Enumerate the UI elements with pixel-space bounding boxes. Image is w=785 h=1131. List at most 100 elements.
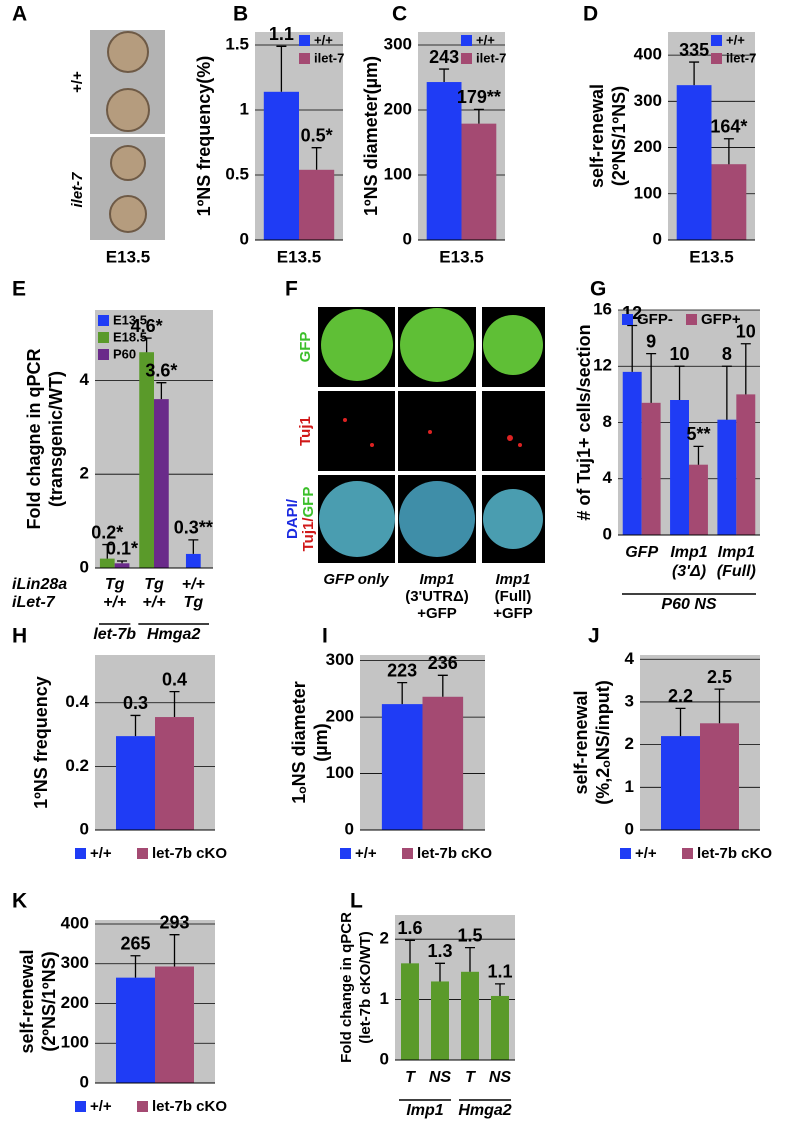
dot — [428, 430, 432, 434]
error-bar — [130, 714, 141, 737]
bar — [426, 82, 462, 240]
sphere — [399, 481, 475, 557]
value-label: 223 — [387, 660, 417, 680]
group-label: Hmga2 — [147, 626, 200, 643]
dot — [343, 418, 347, 422]
value-label: 1.6 — [397, 918, 422, 938]
legend-swatch — [402, 848, 413, 859]
y-tick-label: 0.2 — [65, 756, 89, 775]
error-bar — [495, 983, 505, 996]
legend-label: let-7b cKO — [152, 1098, 227, 1115]
value-label: 0.1* — [106, 539, 138, 559]
x-tick-label: T — [405, 1069, 416, 1086]
y-axis-label: self-renewal — [571, 690, 591, 794]
error-bar — [102, 543, 113, 559]
row-label: ilet-7 — [69, 172, 86, 208]
x-tick-label: (3'Δ) — [672, 563, 706, 580]
row-label: Tuj1/GFP — [300, 487, 317, 552]
value-label: 0.4 — [162, 669, 187, 689]
bar — [736, 394, 756, 535]
bar — [116, 736, 155, 830]
bar — [676, 85, 712, 241]
bar — [155, 966, 194, 1083]
legend-swatch — [340, 848, 351, 859]
error-bar — [397, 682, 408, 705]
bar — [689, 464, 708, 535]
legend-swatch — [682, 848, 693, 859]
error-bar — [473, 108, 484, 124]
error-bar — [405, 939, 415, 964]
x-tick-label: GFP — [625, 544, 658, 561]
row-value: +/+ — [182, 576, 205, 593]
error-bar — [276, 45, 287, 92]
legend-label: +/+ — [635, 845, 657, 862]
legend-label: GFP+ — [701, 311, 741, 328]
value-label: 0.2* — [91, 522, 123, 542]
value-label: 0.5* — [301, 125, 333, 145]
y-tick-label: 200 — [634, 137, 662, 156]
x-tick-label: NS — [489, 1069, 512, 1086]
panel-letter: C — [392, 3, 407, 26]
value-label: 2.5 — [707, 667, 732, 687]
legend-label: E13.5 — [113, 312, 147, 327]
y-tick-label: 100 — [634, 183, 662, 202]
legend-swatch — [461, 35, 472, 46]
neurosphere — [106, 88, 150, 132]
legend-swatch — [620, 848, 631, 859]
panel-f-images: GFP Tuj1 DAPI/ Tuj1/GFP — [284, 307, 545, 563]
value-label: 1.1 — [269, 24, 294, 44]
legend-label: E18.5 — [113, 329, 147, 344]
y-tick-label: 0 — [653, 229, 662, 248]
bar — [139, 352, 154, 568]
bar — [431, 981, 449, 1060]
bar — [661, 736, 700, 830]
error-bar — [169, 934, 180, 967]
bar — [622, 371, 642, 535]
panel-letter: K — [12, 890, 27, 913]
bar — [711, 164, 747, 240]
bar — [114, 563, 130, 568]
legend-label: +/+ — [726, 32, 745, 47]
group-label: Imp1 — [406, 1102, 443, 1119]
legend-label: let-7b cKO — [417, 845, 492, 862]
error-bar — [723, 138, 734, 165]
y-tick-label: 2 — [625, 734, 634, 753]
bar — [401, 963, 419, 1060]
row-value: Tg — [184, 594, 204, 611]
image — [398, 391, 476, 471]
bar — [381, 704, 423, 830]
legend-swatch — [137, 1101, 148, 1112]
value-label: 5** — [686, 424, 710, 444]
y-tick-label: 12 — [593, 356, 612, 375]
y-axis-label: self-renewal — [587, 84, 607, 188]
panel-letter: E — [12, 278, 26, 301]
bar — [670, 400, 689, 535]
bar — [299, 169, 335, 240]
y-tick-label: 0 — [80, 557, 89, 576]
image — [318, 391, 395, 471]
legend-label: +/+ — [476, 32, 495, 47]
legend-swatch — [137, 848, 148, 859]
column-label: (3'UTRΔ) — [405, 588, 469, 605]
bar — [116, 977, 155, 1083]
legend-swatch — [299, 35, 310, 46]
value-label: 243 — [429, 47, 459, 67]
legend-swatch — [75, 1101, 86, 1112]
y-tick-label: 300 — [326, 650, 354, 669]
error-bar — [693, 445, 704, 465]
legend-label: +/+ — [355, 845, 377, 862]
bar — [461, 971, 479, 1060]
value-label: 335 — [679, 40, 709, 60]
panel-letter: D — [583, 3, 598, 26]
image — [482, 391, 545, 471]
legend-label: +/+ — [90, 1098, 112, 1115]
legend-label: let-7b cKO — [697, 845, 772, 862]
error-bar — [156, 382, 167, 400]
error-bar — [311, 147, 322, 170]
y-tick-label: 200 — [326, 707, 354, 726]
y-axis-label: 1ºNS diameter(µm) — [361, 56, 381, 216]
y-tick-label: 100 — [326, 763, 354, 782]
y-axis-label: (2ºNS/1ºNS) — [609, 86, 629, 186]
row-label: iLin28a — [12, 576, 67, 593]
column-label: GFP only — [323, 571, 389, 588]
